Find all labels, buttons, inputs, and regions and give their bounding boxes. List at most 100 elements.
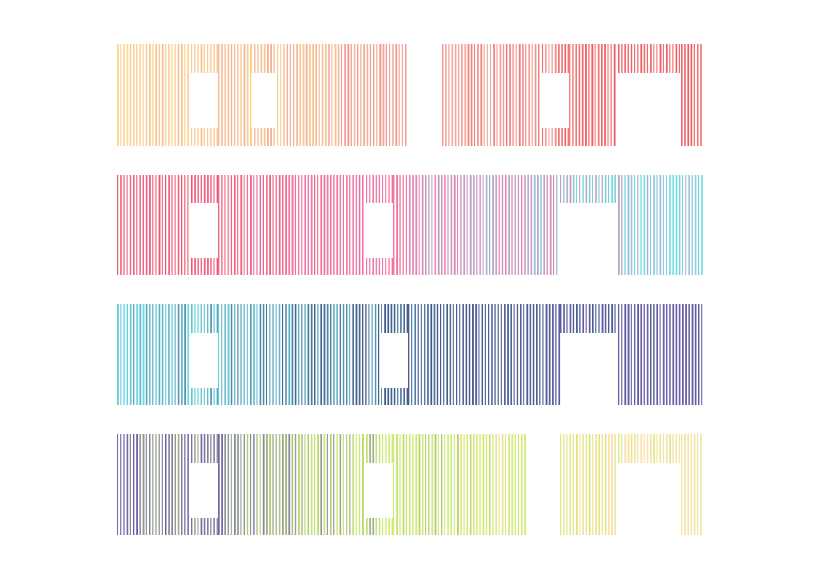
stripe — [312, 44, 315, 146]
stripe — [184, 175, 186, 275]
stripe — [126, 44, 129, 146]
stripe — [528, 44, 530, 146]
stripe — [582, 434, 584, 535]
stripe — [372, 434, 375, 463]
stripe — [246, 175, 249, 275]
stripe — [646, 44, 648, 73]
stripe — [349, 304, 351, 405]
stripe — [194, 258, 196, 275]
stripe — [531, 44, 533, 146]
stripe — [672, 44, 674, 73]
stripe — [675, 44, 678, 73]
stripe — [378, 304, 380, 405]
stripe — [272, 304, 274, 405]
stripe — [326, 175, 329, 275]
stripe — [425, 434, 427, 535]
stripe — [262, 434, 265, 535]
stripe — [388, 518, 391, 535]
stripe — [561, 128, 563, 146]
stripe — [526, 304, 529, 405]
stripe — [161, 434, 163, 535]
stripe — [253, 304, 256, 405]
stripe — [187, 304, 190, 405]
stripe — [197, 304, 199, 333]
stripe — [581, 44, 584, 146]
stripe — [203, 175, 206, 203]
stripe — [388, 175, 390, 203]
stripe — [123, 44, 125, 146]
stripe — [611, 175, 614, 203]
stripe — [618, 175, 620, 275]
stripe — [608, 175, 610, 203]
stripe — [288, 175, 291, 275]
stripe — [126, 304, 128, 405]
stripe — [522, 44, 524, 146]
stripe — [366, 518, 368, 535]
stripe — [123, 434, 125, 535]
stripe — [123, 175, 125, 275]
stripe — [330, 434, 332, 535]
stripe — [352, 304, 354, 405]
stripe — [117, 44, 119, 146]
stripe — [323, 434, 326, 535]
stripe — [120, 44, 122, 146]
stripe — [375, 518, 377, 535]
stripe — [608, 434, 610, 535]
stripe — [666, 304, 668, 405]
stripe — [291, 434, 294, 535]
stripe — [379, 44, 382, 146]
stripe — [310, 304, 313, 405]
stripe — [260, 44, 263, 73]
stripe — [375, 175, 378, 203]
stripe — [399, 175, 401, 275]
stripe — [266, 304, 268, 405]
stripe — [203, 388, 205, 405]
stripe — [572, 44, 574, 146]
stripe — [385, 518, 387, 535]
stripe — [431, 434, 434, 535]
stripe — [277, 44, 279, 146]
stripe — [448, 44, 450, 146]
stripe — [624, 434, 627, 463]
stripe — [362, 304, 364, 405]
stripe — [411, 304, 413, 405]
stripe — [253, 175, 255, 275]
stripe — [650, 304, 652, 405]
stripe — [450, 175, 453, 275]
stripe — [227, 44, 230, 146]
stripe — [194, 434, 196, 463]
stripe — [203, 128, 205, 146]
stripe — [263, 44, 266, 73]
stripe — [304, 434, 306, 535]
stripe — [216, 258, 219, 275]
stripe — [630, 44, 633, 73]
stripe — [521, 434, 523, 535]
stripe — [485, 434, 488, 535]
stripe — [534, 44, 537, 146]
stripe — [601, 44, 603, 146]
stripe — [545, 304, 548, 405]
stripe — [314, 304, 316, 405]
stripe — [381, 388, 383, 405]
stripe — [191, 175, 193, 203]
stripe — [296, 44, 298, 146]
stripe — [299, 44, 301, 146]
stripe — [507, 304, 509, 405]
stripe — [385, 434, 387, 463]
stripe — [521, 175, 523, 275]
stripe — [549, 175, 552, 275]
stripe — [678, 304, 681, 405]
stripe — [181, 44, 183, 146]
stripe — [393, 304, 396, 333]
stripe — [149, 304, 151, 405]
stripe — [627, 44, 629, 73]
stripe — [152, 434, 154, 535]
stripe — [400, 388, 402, 405]
stripe — [501, 175, 504, 275]
stripe — [469, 175, 472, 275]
stripe — [621, 44, 623, 73]
stripe — [197, 128, 199, 146]
stripe — [481, 304, 484, 405]
stripe — [684, 44, 686, 146]
stripe — [700, 434, 702, 535]
